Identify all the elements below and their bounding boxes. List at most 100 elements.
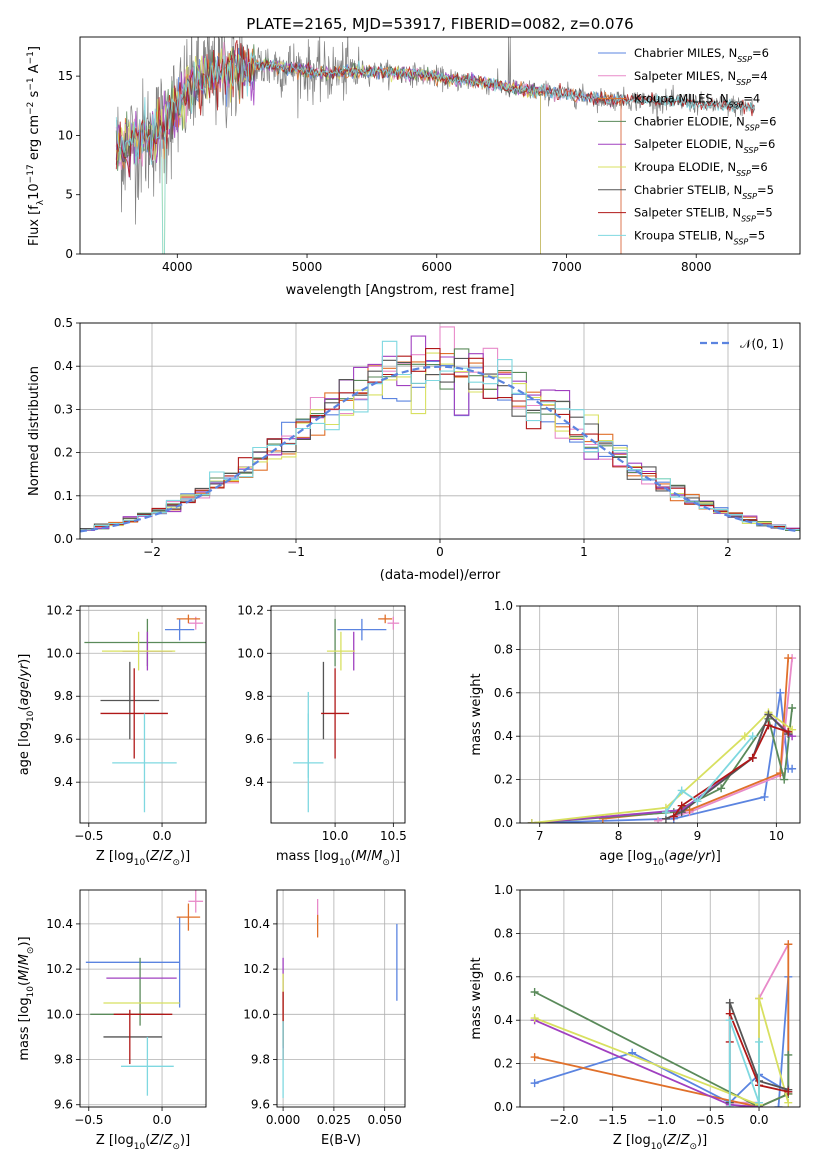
legend-label: Chabrier ELODIE, NSSP=6 xyxy=(634,114,776,131)
weight-marker xyxy=(654,816,663,823)
histogram-kroupa-stelib xyxy=(80,340,800,531)
weight-marker xyxy=(774,1103,783,1107)
weight-marker xyxy=(530,1014,539,1023)
axes-frame xyxy=(519,889,801,1108)
x-axis-label: (data-model)/error xyxy=(380,568,501,583)
age-vs-mass-panel: 10.0 10.5 9.4 9.6 9.8 10.0 10.2 mass [log10(M/M… xyxy=(237,603,406,868)
y-tick-label: 1.0 xyxy=(494,599,513,613)
y-tick-label: 0.5 xyxy=(54,316,73,330)
weight-marker xyxy=(755,994,764,1003)
y-tick-label: 0.0 xyxy=(494,1100,513,1114)
x-tick-label: 10.5 xyxy=(380,829,407,843)
weight-marker xyxy=(530,1053,539,1062)
x-tick-label: 0 xyxy=(436,545,444,559)
x-tick-label: −2 xyxy=(143,545,161,559)
x-tick-label: 6000 xyxy=(421,260,452,274)
axes-frame xyxy=(79,322,801,540)
y-axis-label: mass weight xyxy=(469,673,484,755)
y-tick-label: 10.2 xyxy=(46,603,73,617)
x-tick-label: 0.000 xyxy=(266,1113,300,1127)
plot-area xyxy=(282,899,398,1098)
x-tick-label: −2.0 xyxy=(549,1113,578,1127)
weight-marker xyxy=(725,998,734,1007)
x-tick-label: 8000 xyxy=(681,260,712,274)
y-tick-label: 9.6 xyxy=(251,1098,270,1112)
error-bar-kroupa-miles xyxy=(378,614,393,624)
weight-marker xyxy=(764,721,773,730)
weight-vs-metallicity-panel: −2.0 −1.5 −1.0 −0.5 0.0 0.0 0.2 0.4 0.6 0.8 1.0 Z [… xyxy=(469,883,801,1152)
x-tick-label: 8 xyxy=(615,829,623,843)
error-bar-kroupa-stelib xyxy=(121,1036,174,1096)
weight-marker xyxy=(784,654,793,663)
weight-marker xyxy=(764,710,773,719)
y-tick-label: 15 xyxy=(58,69,73,83)
y-tick-label: 0.4 xyxy=(494,1013,513,1027)
y-axis-label: mass weight xyxy=(469,957,484,1039)
x-axis-label: age [log10(age/yr)] xyxy=(599,849,721,868)
x-tick-label: 1 xyxy=(580,545,588,559)
x-tick-label: 0.0 xyxy=(749,1113,768,1127)
y-tick-label: 10.4 xyxy=(46,917,73,931)
legend-label: Salpeter ELODIE, NSSP=6 xyxy=(634,137,775,155)
y-tick-label: 1.0 xyxy=(494,883,513,897)
weight-line xyxy=(531,712,793,823)
y-tick-label: 0.1 xyxy=(54,489,73,503)
y-tick-label: 10.0 xyxy=(46,646,73,660)
error-bar-salpeter-miles xyxy=(387,616,400,630)
x-tick-label: −1.0 xyxy=(647,1113,676,1127)
model-spectrum-salpeter-stelib xyxy=(115,39,755,178)
error-bar-chabrier-stelib xyxy=(100,661,160,740)
weight-marker xyxy=(755,1098,764,1107)
weight-line xyxy=(728,1019,760,1107)
y-axis-label: mass [log10(M/M⊙)] xyxy=(17,936,36,1060)
x-tick-label: 7000 xyxy=(551,260,582,274)
model-spectrum-kroupa-stelib xyxy=(115,52,756,254)
residuals-panel: −2 −1 0 1 2 0.0 0.1 0.2 0.3 0.4 0.5 𝒩(0, 1) (data-mo… xyxy=(27,316,801,583)
x-tick-label: −1 xyxy=(287,545,305,559)
weight-series-salpeter-stelib xyxy=(669,721,793,821)
x-axis-label: E(B-V) xyxy=(321,1133,361,1148)
legend-label: Kroupa STELIB, NSSP=5 xyxy=(634,228,765,246)
x-tick-label: 9 xyxy=(694,829,702,843)
y-tick-label: 0.2 xyxy=(54,446,73,460)
weight-marker xyxy=(748,753,757,762)
age-vs-metallicity-panel: −0.5 0.0 9.4 9.6 9.8 10.0 10.2 Z [log10(Z/Z⊙)] a… xyxy=(17,603,207,868)
weight-marker xyxy=(748,732,757,741)
y-axis-label: Flux [fλ10−17 erg cm−2 s−1 A−1] xyxy=(26,46,46,246)
weight-series-kroupa-stelib xyxy=(661,732,757,817)
weight-marker xyxy=(780,775,789,784)
x-tick-label: 0.0 xyxy=(152,829,171,843)
weight-line xyxy=(531,707,793,823)
weight-marker xyxy=(784,940,793,949)
normal-curve xyxy=(80,365,800,533)
error-bar-kroupa-miles xyxy=(176,614,201,624)
weight-marker xyxy=(677,786,686,795)
plot-area xyxy=(85,890,204,1096)
y-axis-label: age [log10(age/yr)] xyxy=(17,654,36,776)
axes-frame xyxy=(270,605,406,824)
x-tick-label: 10 xyxy=(769,829,784,843)
legend-label: Chabrier MILES, NSSP=6 xyxy=(634,46,769,64)
x-axis-label: Z [log10(Z/Z⊙)] xyxy=(96,1133,190,1152)
weight-series-kroupa-elodie xyxy=(527,708,797,823)
legend-label: Kroupa ELODIE, NSSP=6 xyxy=(634,160,768,178)
weight-marker xyxy=(661,808,670,817)
y-tick-label: 5 xyxy=(65,188,73,202)
weight-marker xyxy=(755,1037,764,1046)
weight-marker xyxy=(527,819,536,823)
x-axis-label: mass [log10(M/M⊙)] xyxy=(276,849,400,868)
y-tick-label: 0.3 xyxy=(54,402,73,416)
y-tick-label: 0.8 xyxy=(494,926,513,940)
plot-area xyxy=(530,940,793,1107)
axes-frame xyxy=(79,605,207,824)
weight-marker xyxy=(784,727,793,736)
y-tick-label: 9.8 xyxy=(245,689,264,703)
x-tick-label: 5000 xyxy=(292,260,323,274)
y-tick-label: 0.2 xyxy=(494,773,513,787)
legend-label: Salpeter MILES, NSSP=4 xyxy=(634,69,768,87)
legend: Chabrier MILES, NSSP=6 Salpeter MILES, NS… xyxy=(598,46,776,246)
axes-frame xyxy=(79,889,207,1108)
x-tick-label: 0.050 xyxy=(368,1113,402,1127)
error-bar-kroupa-miles xyxy=(176,903,201,931)
